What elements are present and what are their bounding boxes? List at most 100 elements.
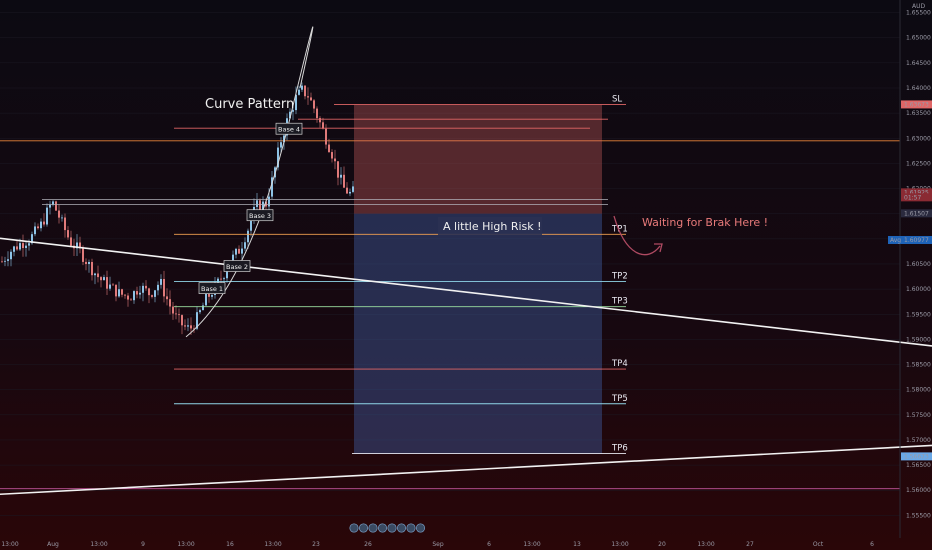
candle-body (82, 248, 84, 262)
x-tick-label: Aug (47, 541, 59, 548)
y-tick-label: 1.60500 (906, 261, 931, 268)
horizontal-lines (0, 140, 900, 490)
playback-button[interactable] (415, 523, 426, 533)
candle-body (316, 108, 318, 119)
candle-body (343, 174, 345, 188)
y-tick-label: 1.56000 (906, 487, 931, 494)
candle-body (166, 296, 168, 300)
price-badge (901, 209, 932, 218)
annotations: Curve Pattern Base 1 Base 2 Base 3 Base 4 A l… (185, 26, 768, 338)
candle-body (307, 96, 309, 98)
x-tick-label: 27 (746, 541, 754, 548)
price-badge-label: 1.56673 (904, 454, 929, 461)
y-tick-label: 1.65000 (906, 35, 931, 42)
x-tick-label: 9 (141, 541, 145, 548)
playback-button[interactable] (358, 523, 369, 533)
y-tick-label: 1.64000 (906, 85, 931, 92)
playback-button[interactable] (368, 523, 378, 533)
y-tick-label: 1.65500 (906, 10, 931, 17)
candle-body (190, 325, 192, 329)
candle-body (124, 294, 126, 296)
price-badge-label: 1.61925 (904, 190, 929, 197)
x-tick-label: Sep (432, 541, 444, 548)
candle-body (217, 278, 219, 283)
risk-reward-zones (354, 104, 602, 454)
playback-button[interactable] (377, 523, 388, 533)
candle-body (241, 248, 243, 254)
base-label: Base 4 (278, 126, 300, 134)
candle-body (31, 234, 33, 244)
candle-body (262, 201, 264, 211)
trendlines (0, 237, 932, 496)
y-tick-label: 1.64500 (906, 60, 931, 67)
candle-body (94, 273, 96, 276)
x-tick-label: 13:00 (264, 541, 281, 548)
candle-body (133, 291, 135, 301)
time-axis: 13:00 Aug 13:00 9 13:00 16 13:00 23 26 Sep 6 13:00 1… (1, 541, 874, 548)
playback-button[interactable] (349, 523, 359, 533)
price-badge-label: 1.60977 (904, 237, 929, 244)
base-box (198, 282, 226, 294)
price-badge (901, 193, 932, 202)
candle-body (340, 174, 342, 178)
candle-body (1, 261, 3, 263)
candle-body (154, 290, 156, 297)
level-label: TP3 (611, 297, 628, 307)
candle-body (61, 217, 63, 219)
avg-tag (888, 235, 901, 244)
candle-body (79, 242, 81, 249)
price-badge (901, 100, 932, 109)
playback-controls[interactable] (349, 523, 426, 533)
candle-body (184, 325, 186, 327)
grid (0, 12, 900, 516)
playback-button[interactable] (387, 523, 397, 533)
level-label: TP6 (611, 444, 628, 454)
price-badge-label: 1.63673 (904, 102, 929, 109)
price-axis: 1.65500 1.65000 1.64500 1.64000 1.63500 1.630… (888, 0, 932, 538)
candle-body (178, 314, 180, 316)
candle-body (181, 315, 183, 326)
playback-button[interactable] (396, 523, 407, 533)
candle-body (19, 243, 21, 250)
candle-body (337, 161, 339, 178)
candle-body (304, 85, 306, 97)
x-tick-label: 13:00 (90, 541, 107, 548)
candle-body (55, 201, 57, 211)
candle-body (250, 220, 252, 231)
playback-button[interactable] (406, 523, 416, 533)
candle-body (220, 278, 222, 280)
x-tick-label: 23 (312, 541, 320, 548)
y-tick-label: 1.60000 (906, 286, 931, 293)
candle-body (349, 191, 351, 194)
waiting-arrow (613, 215, 661, 256)
candle-body (163, 278, 165, 297)
y-tick-label: 1.57000 (906, 437, 931, 444)
x-tick-label: 13:00 (697, 541, 714, 548)
base-box (246, 209, 274, 222)
candle-body (10, 251, 12, 260)
candle-body (136, 291, 138, 295)
candle-body (88, 261, 90, 265)
candle-body (238, 248, 240, 254)
candle-body (160, 278, 162, 285)
candle-body (313, 100, 315, 109)
candle-body (157, 284, 159, 291)
candle-body (13, 246, 15, 252)
x-tick-label: 16 (226, 541, 234, 548)
candle-body (256, 200, 258, 207)
candle-body (202, 305, 204, 311)
candle-body (130, 299, 132, 301)
candle-body (331, 152, 333, 159)
candle-body (187, 325, 189, 327)
x-tick-label: 26 (364, 541, 372, 548)
candle-body (328, 144, 330, 153)
trendline (0, 237, 932, 347)
currency-label: AUD (912, 3, 925, 10)
candle-body (91, 261, 93, 276)
candle-body (211, 294, 213, 297)
candle-body (22, 243, 24, 249)
price-badge (901, 235, 932, 244)
candle-body (244, 242, 246, 249)
reward-zone (354, 213, 602, 454)
